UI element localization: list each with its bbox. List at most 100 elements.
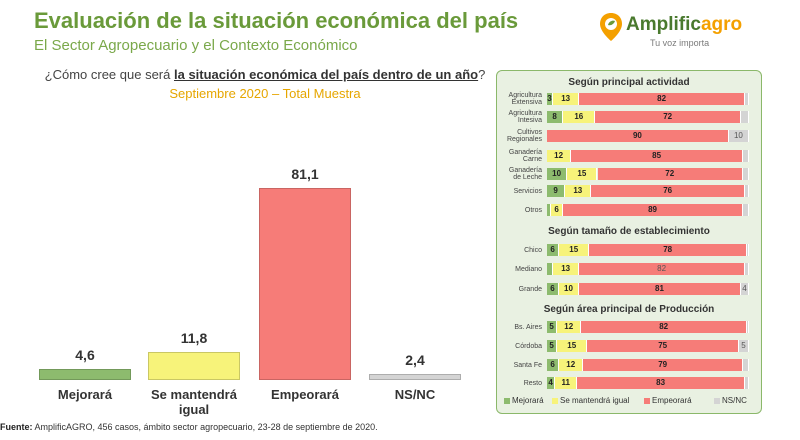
- section-title: Según área principal de Producción: [543, 304, 715, 315]
- bar-value-label: 4,6: [75, 347, 95, 364]
- legend-item: Empeorará: [644, 396, 692, 405]
- stacked-segment: 10: [559, 283, 579, 295]
- stacked-segment: 76: [591, 185, 745, 197]
- stacked-segment: 13: [565, 185, 592, 197]
- legend-label: Se mantendrá igual: [560, 396, 630, 405]
- location-pin-icon: [600, 13, 622, 41]
- section-title: Según tamaño de establecimiento: [548, 226, 710, 237]
- logo-wordmark: Amplificagro: [626, 14, 743, 35]
- stacked-segment: 13: [553, 263, 580, 275]
- stacked-segment: 11: [555, 377, 578, 389]
- row-label: Chico: [524, 247, 542, 254]
- logo-tagline: Tu voz importa: [650, 38, 710, 48]
- row-label: Ganadería Carne: [508, 149, 542, 163]
- stacked-segment: 4: [547, 377, 556, 389]
- row-label: Córdoba: [515, 343, 542, 350]
- stacked-segment: [547, 204, 552, 216]
- stacked-segment: 85: [571, 150, 743, 162]
- row-label: Santa Fe: [513, 362, 542, 369]
- stacked-segment: [744, 263, 749, 275]
- legend-label: Empeorará: [652, 396, 692, 405]
- stacked-segment: 6: [547, 244, 560, 256]
- stacked-segment: [744, 93, 749, 105]
- stacked-segment: 12: [559, 359, 584, 371]
- bar-value-label: 2,4: [405, 352, 425, 368]
- stacked-segment: 9: [547, 185, 566, 197]
- stacked-segment: [746, 321, 749, 333]
- stacked-segment: 82: [581, 321, 747, 333]
- stacked-segment: 83: [577, 377, 745, 389]
- row-label: Agricultura Extensiva: [508, 92, 542, 106]
- section-title: Según principal actividad: [568, 77, 690, 88]
- legend-item: Mejorará: [504, 396, 544, 405]
- row-label: Grande: [518, 286, 542, 293]
- bar-3: [259, 187, 351, 380]
- stacked-segment: 72: [595, 111, 741, 123]
- stacked-segment: 82: [579, 93, 745, 105]
- bar-value-label: 81,1: [291, 165, 319, 182]
- stacked-segment: 16: [563, 111, 596, 123]
- row-label: Cultivos Regionales: [506, 129, 542, 143]
- stacked-segment: 6: [547, 283, 559, 295]
- row-label: Otros: [524, 207, 542, 214]
- legend-swatch: [644, 397, 650, 404]
- stacked-segment: 5: [738, 340, 749, 352]
- source-footer: Fuente: AmplificAGRO, 456 casos, ámbito …: [0, 422, 378, 432]
- stacked-segment: 79: [583, 359, 743, 371]
- stacked-segment: 12: [557, 321, 582, 333]
- stacked-segment: 72: [597, 168, 743, 180]
- row-label: Ganadería de Leche: [508, 167, 542, 181]
- stacked-segment: 8: [547, 111, 564, 123]
- stacked-segment: 89: [563, 204, 743, 216]
- brand-logo: Amplificagro Tu voz importa: [598, 8, 768, 54]
- stacked-segment: 10: [728, 130, 749, 142]
- stacked-segment: [746, 244, 749, 256]
- stacked-segment: [740, 111, 749, 123]
- stacked-segment: [742, 150, 749, 162]
- row-label: Mediano: [515, 266, 542, 273]
- legend-swatch: [552, 397, 558, 404]
- row-label: Bs. Aires: [514, 324, 542, 331]
- stacked-segment: [547, 263, 554, 275]
- row-label: Servicios: [513, 188, 542, 195]
- bar-1: [39, 369, 131, 380]
- breakdown-panel: [496, 70, 762, 414]
- stacked-segment: 6: [551, 204, 564, 216]
- stacked-segment: 90: [547, 130, 729, 142]
- stacked-segment: [742, 168, 749, 180]
- row-label: Resto: [523, 380, 542, 387]
- bar-value-label: 11,8: [180, 330, 208, 347]
- stacked-segment: [742, 204, 749, 216]
- stacked-segment: [744, 377, 749, 389]
- category-label: Mejorará: [57, 387, 113, 402]
- stacked-segment: 5: [547, 321, 558, 333]
- stacked-segment: 15: [559, 244, 590, 256]
- stacked-segment: [742, 359, 749, 371]
- stacked-segment: 81: [579, 283, 741, 295]
- legend-label: NS/NC: [722, 396, 747, 405]
- stacked-segment: 15: [557, 340, 588, 352]
- sample-caption: Septiembre 2020 – Total Muestra: [169, 86, 361, 101]
- category-label: NS/NC: [394, 387, 436, 402]
- legend-label: Mejorará: [512, 396, 544, 405]
- stacked-segment: 5: [547, 340, 558, 352]
- stacked-segment: 13: [553, 93, 580, 105]
- stacked-segment: 3: [547, 93, 554, 105]
- legend-item: NS/NC: [714, 396, 747, 405]
- survey-question: ¿Cómo cree que será la situación económi…: [44, 67, 486, 82]
- stacked-segment: [744, 185, 749, 197]
- stacked-segment: 82: [579, 263, 745, 275]
- stacked-segment: 15: [567, 168, 598, 180]
- stacked-segment: 6: [547, 359, 560, 371]
- category-label: Se mantendrá igual: [151, 387, 237, 417]
- legend-swatch: [714, 397, 720, 404]
- stacked-segment: 78: [589, 244, 747, 256]
- stacked-segment: 75: [587, 340, 739, 352]
- bar-4: [369, 374, 461, 380]
- category-label: Empeorará: [271, 387, 339, 402]
- page-title: Evaluación de la situación económica del…: [34, 8, 519, 33]
- stacked-segment: 10: [547, 168, 568, 180]
- page-subtitle: El Sector Agropecuario y el Contexto Eco…: [34, 37, 358, 54]
- stacked-segment: 4: [741, 283, 749, 295]
- stacked-segment: 12: [547, 150, 572, 162]
